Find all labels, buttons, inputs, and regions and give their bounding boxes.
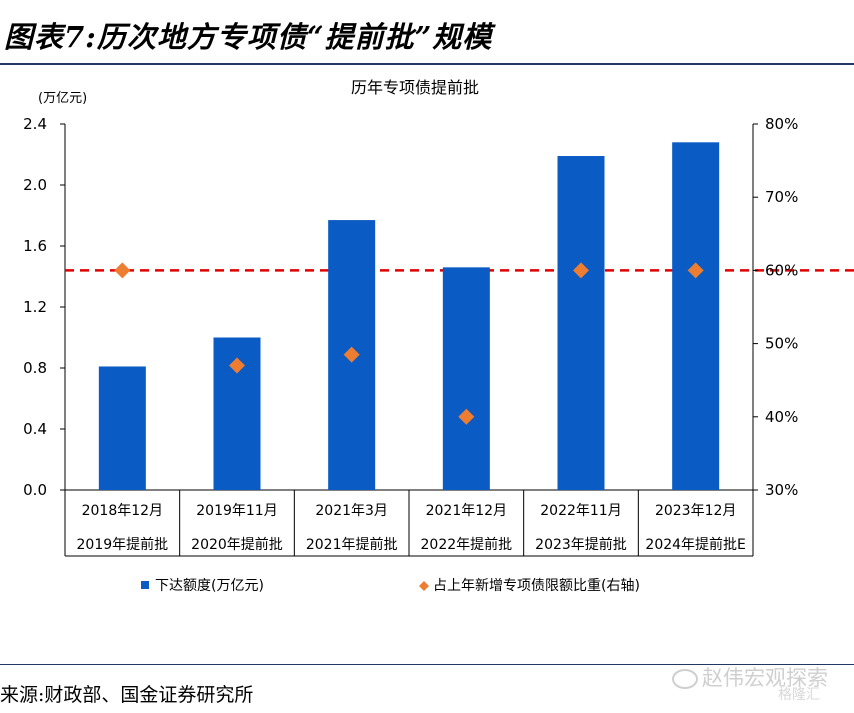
legend: 下达额度(万亿元) 占上年新增专项债限额比重(右轴) <box>141 578 640 594</box>
y-right-tick-label: 60% <box>765 261 798 279</box>
category-label-bottom: 2021年提前批 <box>306 536 398 553</box>
marker-point <box>687 262 704 279</box>
y-right-tick-label: 30% <box>765 481 798 499</box>
bar <box>672 142 720 491</box>
y-left-tick-label: 0.4 <box>23 420 47 438</box>
y-right-tick-label: 50% <box>765 335 798 353</box>
legend-label-bar: 下达额度(万亿元) <box>155 578 264 594</box>
y-left-tick-label: 0.0 <box>23 481 47 499</box>
y-left-axis-label: (万亿元) <box>38 91 87 106</box>
y-left-tick-label: 1.2 <box>23 298 47 316</box>
bar <box>557 156 605 490</box>
title-rule <box>0 63 854 65</box>
watermark-sub: 格隆汇 <box>778 687 820 703</box>
category-label-top: 2018年12月 <box>82 503 163 519</box>
legend-swatch-bar <box>141 581 149 589</box>
category-label-bottom: 2023年提前批 <box>535 536 627 553</box>
category-label-bottom: 2019年提前批 <box>77 536 169 553</box>
markers-layer <box>114 262 704 425</box>
legend-label-marker: 占上年新增专项债限额比重(右轴) <box>433 578 640 594</box>
y-left-tick-label: 2.4 <box>23 115 47 133</box>
category-label-top: 2023年12月 <box>655 503 736 519</box>
legend-swatch-marker <box>419 581 429 591</box>
figure-title: 图表7:历次地方专项债“提前批”规模 <box>4 20 493 54</box>
source-note: 来源:财政部、国金证券研究所 <box>0 684 254 706</box>
y-left-tick-label: 2.0 <box>23 176 47 194</box>
plot-frame <box>64 124 754 557</box>
wechat-icon <box>672 669 698 689</box>
category-label-top: 2019年11月 <box>196 503 277 519</box>
bar <box>442 267 490 490</box>
watermark-main: 赵伟宏观探索 <box>702 666 828 690</box>
category-label-bottom: 2022年提前批 <box>421 536 513 553</box>
chart: 历年专项债提前批 (万亿元) 0.0 0.4 0.8 1.2 1.6 2.0 2.4 30% 4… <box>23 78 854 594</box>
y-left-tick-label: 1.6 <box>23 237 47 255</box>
marker-point <box>458 408 475 425</box>
y-left-tick-label: 0.8 <box>23 359 47 377</box>
marker-point <box>114 262 131 279</box>
category-label-top: 2022年11月 <box>540 503 621 519</box>
y-right-tick-label: 40% <box>765 408 798 426</box>
category-label-top: 2021年12月 <box>426 503 507 519</box>
category-label-top: 2021年3月 <box>315 503 388 519</box>
bottom-rule <box>0 664 854 665</box>
category-label-bottom: 2020年提前批 <box>191 536 283 553</box>
axis-layer: 0.0 0.4 0.8 1.2 1.6 2.0 2.4 30% 40% 50% 60% 70% 80% 2… <box>23 115 798 553</box>
watermark: 赵伟宏观探索 格隆汇 <box>672 662 828 703</box>
y-right-tick-label: 70% <box>765 188 798 206</box>
marker-point <box>343 346 360 363</box>
chart-title: 历年专项债提前批 <box>351 78 479 97</box>
category-label-bottom: 2024年提前批E <box>645 536 745 553</box>
bars-layer <box>98 142 720 491</box>
marker-point <box>573 262 589 279</box>
marker-point <box>229 357 245 374</box>
y-right-tick-label: 80% <box>765 115 798 133</box>
bar <box>98 366 146 490</box>
